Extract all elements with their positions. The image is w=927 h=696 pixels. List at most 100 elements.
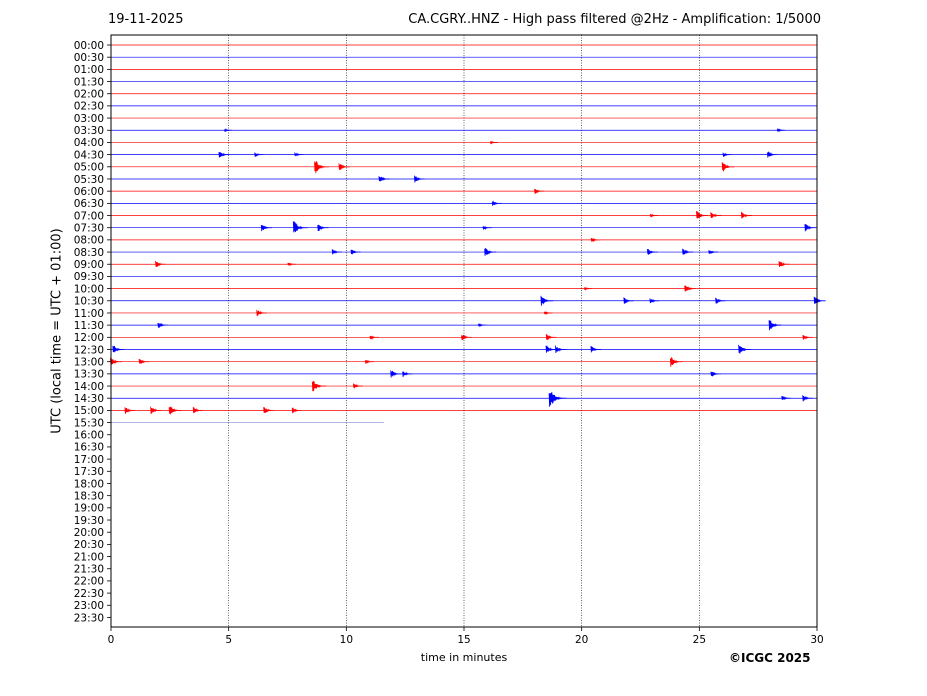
seismic-burst bbox=[291, 407, 302, 414]
seismic-burst bbox=[390, 370, 402, 378]
chart-title: CA.CGRY..HNZ - High pass filtered @2Hz -… bbox=[408, 12, 821, 27]
seismic-burst bbox=[590, 345, 602, 353]
seismic-burst bbox=[545, 333, 557, 340]
y-tick-label: 11:00 bbox=[74, 308, 104, 320]
x-tick-label: 15 bbox=[457, 634, 470, 646]
y-tick-label: 14:00 bbox=[74, 381, 104, 393]
x-axis-label: time in minutes bbox=[420, 651, 508, 664]
seismic-burst bbox=[331, 249, 342, 255]
seismic-burst bbox=[534, 188, 545, 194]
y-tick-label: 04:30 bbox=[74, 149, 104, 161]
y-tick-label: 12:30 bbox=[74, 344, 104, 356]
seismic-burst bbox=[804, 224, 816, 232]
y-tick-label: 13:30 bbox=[74, 369, 104, 381]
seismic-burst bbox=[802, 335, 813, 340]
y-tick-label: 08:30 bbox=[74, 247, 104, 259]
seismic-burst bbox=[364, 359, 375, 364]
y-tick-label: 23:00 bbox=[74, 600, 104, 612]
y-tick-label: 07:30 bbox=[74, 223, 104, 235]
seismic-burst bbox=[292, 221, 308, 233]
y-tick-label: 22:30 bbox=[74, 588, 104, 600]
y-tick-label: 05:00 bbox=[74, 162, 104, 174]
y-tick-label: 09:30 bbox=[74, 271, 104, 283]
y-tick-label: 16:00 bbox=[74, 430, 104, 442]
seismic-burst bbox=[155, 260, 166, 268]
y-tick-label: 06:30 bbox=[74, 198, 104, 210]
seismic-burst bbox=[150, 406, 162, 415]
seismic-burst bbox=[369, 335, 379, 340]
seismic-burst bbox=[124, 407, 136, 414]
seismic-burst bbox=[338, 163, 350, 170]
seismic-burst bbox=[484, 248, 497, 256]
seismic-burst bbox=[218, 152, 230, 158]
date-label: 19-11-2025 bbox=[108, 12, 184, 27]
x-tick-label: 25 bbox=[693, 634, 706, 646]
y-tick-label: 04:00 bbox=[74, 137, 104, 149]
seismic-burst bbox=[802, 395, 813, 402]
seismic-burst bbox=[669, 357, 683, 367]
seismic-burst bbox=[482, 225, 492, 231]
y-tick-label: 14:30 bbox=[74, 393, 104, 405]
seismic-burst bbox=[776, 128, 786, 132]
y-tick-label: 09:00 bbox=[74, 259, 104, 271]
seismic-burst bbox=[112, 345, 125, 353]
seismic-burst bbox=[766, 151, 778, 158]
y-tick-label: 02:30 bbox=[74, 101, 104, 113]
seismic-burst bbox=[548, 391, 567, 407]
seismic-burst bbox=[192, 406, 204, 414]
seismic-burst bbox=[623, 297, 635, 304]
y-tick-label: 18:00 bbox=[74, 478, 104, 490]
y-tick-label: 17:30 bbox=[74, 466, 104, 478]
seismic-burst bbox=[708, 250, 719, 255]
seismic-burst bbox=[710, 371, 722, 377]
x-tick-label: 0 bbox=[108, 634, 115, 646]
y-tick-label: 13:00 bbox=[74, 356, 104, 368]
y-tick-label: 06:00 bbox=[74, 186, 104, 198]
y-tick-label: 03:00 bbox=[74, 113, 104, 125]
seismic-burst bbox=[157, 322, 169, 328]
seismic-burst bbox=[740, 211, 753, 219]
plot-frame bbox=[110, 34, 818, 628]
seismic-burst bbox=[263, 407, 275, 414]
seismic-burst bbox=[378, 176, 390, 182]
seismic-burst bbox=[489, 140, 498, 145]
y-axis-ticks: 00:0000:3001:0001:3002:0002:3003:0003:30… bbox=[74, 40, 111, 624]
y-tick-label: 11:30 bbox=[74, 320, 104, 332]
y-tick-label: 00:30 bbox=[74, 52, 104, 64]
x-tick-label: 10 bbox=[340, 634, 353, 646]
seismic-burst bbox=[294, 152, 304, 157]
seismic-burst bbox=[543, 311, 553, 316]
seismic-burst bbox=[545, 345, 557, 353]
seismic-burst bbox=[649, 213, 659, 218]
y-tick-label: 00:00 bbox=[74, 40, 104, 52]
seismic-burst bbox=[350, 249, 361, 255]
seismic-burst bbox=[781, 396, 792, 401]
seismic-burst bbox=[583, 286, 593, 292]
y-tick-label: 15:00 bbox=[74, 405, 104, 417]
y-tick-label: 20:30 bbox=[74, 539, 104, 551]
seismic-burst bbox=[682, 248, 694, 255]
x-tick-label: 5 bbox=[225, 634, 232, 646]
y-tick-label: 15:30 bbox=[74, 417, 104, 429]
x-axis-ticks: 0 5 10 15 20 25 30 bbox=[108, 627, 824, 646]
seismic-burst bbox=[461, 334, 472, 341]
seismic-burst bbox=[696, 211, 709, 219]
seismic-burst bbox=[317, 224, 329, 232]
y-tick-label: 07:00 bbox=[74, 210, 104, 222]
vertical-gridlines bbox=[228, 35, 700, 627]
y-axis-label: UTC (local time = UTC + 01:00) bbox=[49, 228, 65, 434]
y-tick-label: 16:30 bbox=[74, 442, 104, 454]
y-tick-label: 01:30 bbox=[74, 76, 104, 88]
seismic-burst bbox=[738, 344, 751, 354]
seismic-burst bbox=[649, 298, 660, 304]
y-tick-label: 03:30 bbox=[74, 125, 104, 137]
seismic-burst bbox=[684, 285, 697, 292]
y-tick-label: 21:00 bbox=[74, 551, 104, 563]
y-tick-label: 21:30 bbox=[74, 564, 104, 576]
seismic-burst bbox=[778, 261, 790, 267]
y-tick-label: 20:00 bbox=[74, 527, 104, 539]
y-tick-label: 08:00 bbox=[74, 235, 104, 247]
seismic-burst bbox=[540, 295, 554, 306]
seismic-burst bbox=[722, 152, 732, 157]
y-tick-label: 05:30 bbox=[74, 174, 104, 186]
